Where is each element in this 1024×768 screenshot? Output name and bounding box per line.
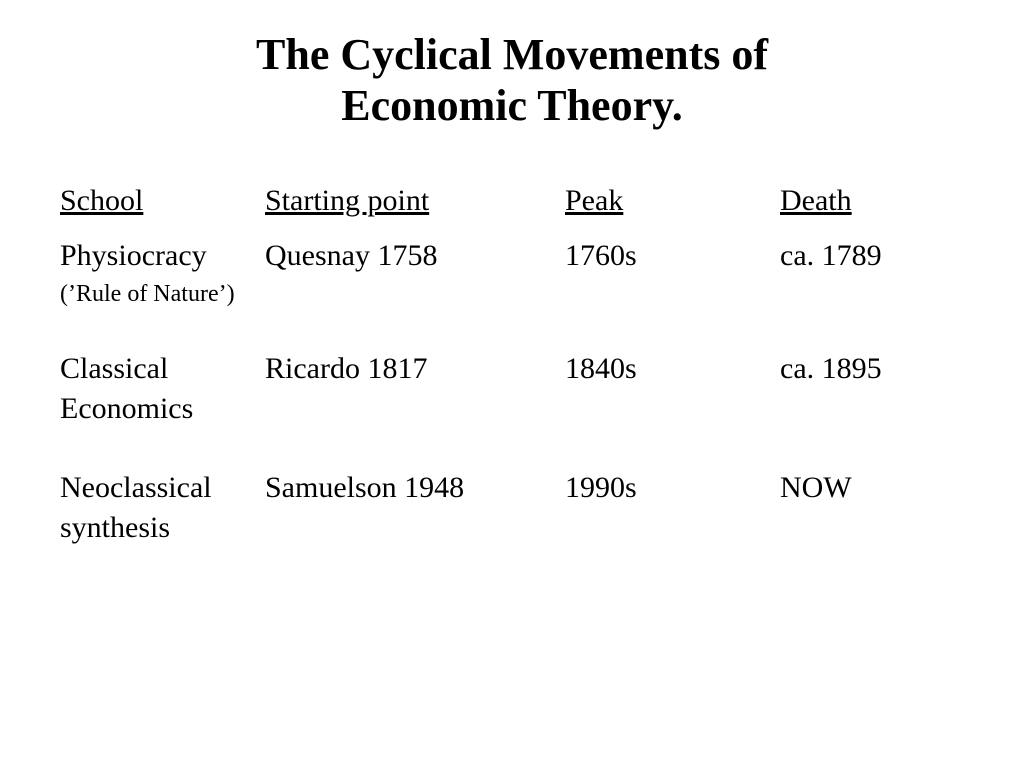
slide-title: The Cyclical Movements of Economic Theor… bbox=[60, 30, 964, 131]
cell-peak: 1760s bbox=[565, 236, 780, 277]
title-line-1: The Cyclical Movements of bbox=[256, 30, 768, 79]
row-sub: synthesis bbox=[60, 508, 964, 549]
cell-peak: 1990s bbox=[565, 468, 780, 509]
cell-school-sub: Economics bbox=[60, 389, 265, 430]
header-death: Death bbox=[780, 181, 960, 222]
cell-death: ca. 1789 bbox=[780, 236, 960, 277]
cell-start: Ricardo 1817 bbox=[265, 349, 565, 390]
slide: The Cyclical Movements of Economic Theor… bbox=[0, 0, 1024, 627]
cell-school: Classical bbox=[60, 349, 265, 390]
cell-start: Samuelson 1948 bbox=[265, 468, 565, 509]
cell-school-sub: synthesis bbox=[60, 508, 265, 549]
cell-school-note: (’Rule of Nature’) bbox=[60, 278, 964, 310]
table-row: Classical Ricardo 1817 1840s ca. 1895 Ec… bbox=[60, 349, 964, 430]
cell-school: Neoclassical bbox=[60, 468, 265, 509]
row-main: Neoclassical Samuelson 1948 1990s NOW bbox=[60, 468, 964, 509]
table-row: Neoclassical Samuelson 1948 1990s NOW sy… bbox=[60, 468, 964, 549]
cell-death: ca. 1895 bbox=[780, 349, 960, 390]
table-row: Physiocracy Quesnay 1758 1760s ca. 1789 … bbox=[60, 236, 964, 311]
header-start: Starting point bbox=[265, 181, 565, 222]
header-school: School bbox=[60, 181, 265, 222]
cell-death: NOW bbox=[780, 468, 960, 509]
title-line-2: Economic Theory. bbox=[341, 81, 682, 130]
cell-peak: 1840s bbox=[565, 349, 780, 390]
row-main: Classical Ricardo 1817 1840s ca. 1895 bbox=[60, 349, 964, 390]
table-header-row: School Starting point Peak Death bbox=[60, 181, 964, 222]
row-main: Physiocracy Quesnay 1758 1760s ca. 1789 bbox=[60, 236, 964, 277]
cell-school: Physiocracy bbox=[60, 236, 265, 277]
header-peak: Peak bbox=[565, 181, 780, 222]
table: School Starting point Peak Death Physioc… bbox=[60, 181, 964, 548]
cell-start: Quesnay 1758 bbox=[265, 236, 565, 277]
row-sub: Economics bbox=[60, 389, 964, 430]
